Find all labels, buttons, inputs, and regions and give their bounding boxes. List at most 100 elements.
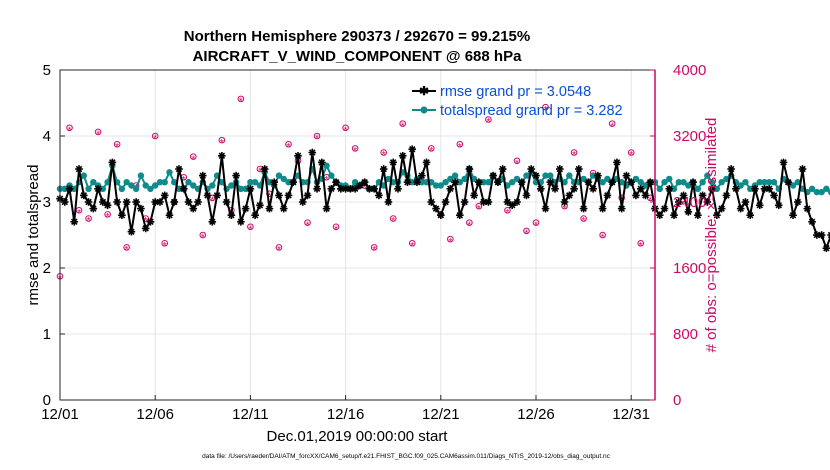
obs-possible-point (199, 231, 207, 239)
rmse-point (170, 198, 179, 206)
rmse-point (446, 185, 455, 193)
obs-possible-point (123, 244, 130, 251)
rmse-point-stroke (347, 185, 354, 193)
rmse-point (494, 178, 502, 186)
spread-point (161, 179, 168, 186)
rmse-point-stroke (566, 192, 573, 199)
rmse-point-stroke (589, 185, 597, 193)
rmse-point-stroke (99, 198, 107, 206)
rmse-point-stroke (770, 192, 778, 199)
y-axis-right-label: # of obs: o=possible; ×=assimilated (703, 118, 720, 353)
rmse-point (203, 191, 212, 200)
rmse-point (398, 152, 407, 160)
rmse-point-stroke (637, 185, 644, 193)
rmse-point-stroke (242, 205, 249, 212)
obs-assimilated-point: * (525, 229, 529, 240)
rmse-point-stroke (527, 165, 535, 173)
rmse-point (708, 185, 716, 193)
rmse-point-stroke (132, 198, 140, 206)
rmse-point (617, 204, 626, 213)
rmse-point (575, 165, 583, 173)
rmse-point (289, 178, 298, 186)
x-tick-label: 12/16 (327, 406, 365, 423)
x-tick-label: 12/11 (232, 406, 268, 423)
y-right-tick-label: 0 (673, 392, 681, 409)
obs-possible-point (427, 145, 435, 152)
rmse-point (84, 198, 93, 206)
rmse-point (308, 148, 317, 157)
rmse-point (546, 178, 555, 186)
rmse-point-stroke (80, 192, 88, 199)
rmse-point-stroke (261, 165, 268, 173)
rmse-point-stroke (413, 178, 421, 186)
rmse-point (641, 191, 650, 200)
obs-assimilated-point: * (467, 220, 471, 231)
spread-point (442, 179, 449, 186)
rmse-point-stroke (213, 192, 221, 199)
spread-point (599, 179, 606, 186)
x-tick-label: 12/26 (517, 406, 555, 423)
obs-possible-point (161, 239, 169, 247)
obs-assimilated-point: * (629, 150, 633, 161)
rmse-point (684, 208, 693, 216)
spread-point (766, 179, 773, 186)
spread-point (432, 182, 440, 189)
rmse-point (284, 191, 293, 200)
rmse-point-stroke (513, 198, 521, 206)
obs-assimilated-point: * (448, 237, 452, 248)
rmse-point (199, 171, 207, 180)
spread-point (447, 175, 454, 183)
rmse-point-stroke (137, 205, 145, 212)
spread-point (480, 179, 487, 186)
rmse-point-stroke (304, 192, 311, 199)
rmse-point-stroke (237, 218, 245, 226)
spread-point (747, 185, 754, 192)
rmse-point-stroke (280, 205, 287, 212)
rmse-point-stroke (623, 172, 630, 179)
rmse-point (622, 171, 631, 180)
rmse-point (351, 185, 359, 193)
rmse-point-stroke (670, 211, 678, 219)
rmse-point-stroke (71, 218, 78, 226)
spread-point (209, 182, 216, 189)
rmse-point-stroke (751, 185, 759, 193)
rmse-point (227, 211, 236, 219)
rmse-point (694, 211, 702, 219)
rmse-point-stroke (423, 159, 430, 166)
spread-point (761, 179, 768, 186)
rmse-point (527, 165, 536, 173)
spread-point (142, 182, 149, 189)
rmse-point (470, 191, 478, 200)
spread-point (456, 179, 464, 186)
rmse-point (313, 185, 321, 193)
rmse-point-stroke (399, 152, 406, 160)
y-left-tick-label: 0 (43, 392, 51, 409)
obs-possible-point (85, 215, 92, 222)
rmse-point-stroke (66, 185, 73, 193)
rmse-point-stroke (627, 178, 635, 186)
rmse-point (456, 211, 464, 219)
spread-point (827, 189, 830, 196)
rmse-point-stroke (823, 244, 830, 252)
spread-point (656, 185, 663, 192)
rmse-point-stroke (361, 178, 368, 186)
rmse-point-stroke (185, 198, 192, 206)
rmse-point (589, 185, 597, 193)
obs-possible-point (389, 215, 397, 222)
rmse-point-stroke (337, 185, 345, 193)
rmse-point-stroke (190, 205, 197, 212)
rmse-point-stroke (147, 218, 154, 226)
obs-assimilated-point: * (182, 175, 186, 186)
rmse-point (646, 178, 655, 186)
rmse-point-stroke (251, 211, 259, 219)
y-left-tick-label: 5 (43, 62, 51, 79)
spread-point (680, 179, 687, 186)
y-axis-right: 0 800 1600 2400 3200 4000 (650, 62, 706, 409)
obs-assimilated-point: * (106, 212, 110, 223)
rmse-point-stroke (694, 211, 702, 219)
rmse-point (498, 165, 507, 173)
rmse-point-stroke (385, 198, 392, 206)
obs-possible-point (285, 140, 292, 148)
rmse-point (827, 231, 830, 239)
obs-assimilated-point: * (401, 121, 405, 132)
